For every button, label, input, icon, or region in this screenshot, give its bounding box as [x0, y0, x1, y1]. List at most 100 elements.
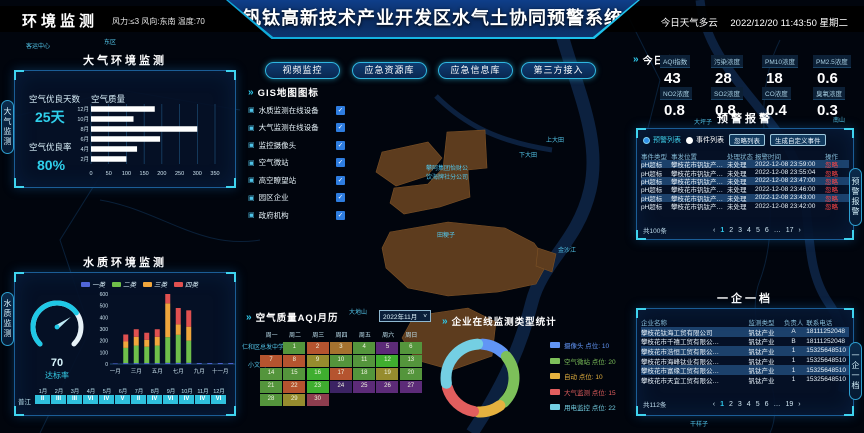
- edge-tab-water-monitoring[interactable]: 水质监测: [1, 292, 14, 346]
- svg-text:4月: 4月: [80, 146, 89, 153]
- calendar-day[interactable]: 8: [283, 354, 306, 367]
- page-button[interactable]: 2: [728, 400, 733, 408]
- ignore-action-link[interactable]: 忽略: [825, 162, 838, 170]
- event-list-radio[interactable]: 事件列表: [686, 135, 724, 145]
- gis-layer-item[interactable]: ▣ 水质监测在线设备 ✓: [248, 104, 390, 117]
- emergency-resource-button[interactable]: 应急资源库: [352, 62, 427, 79]
- ignore-action-link[interactable]: 忽略: [825, 195, 838, 203]
- calendar-day[interactable]: 24: [329, 380, 352, 393]
- third-party-access-button[interactable]: 第三方接入: [521, 62, 596, 79]
- emergency-info-button[interactable]: 应急信息库: [438, 62, 513, 79]
- table-row[interactable]: pH超标 攀枝花市钒钛产… 未处理 2022-12-08 23:47:00 忽略: [641, 176, 849, 186]
- calendar-day[interactable]: 22: [283, 380, 306, 393]
- ignore-action-link[interactable]: 忽略: [825, 204, 838, 212]
- calendar-day[interactable]: 16: [306, 367, 329, 380]
- calendar-day[interactable]: 23: [306, 380, 329, 393]
- page-button[interactable]: 17: [785, 226, 794, 234]
- prev-page-button[interactable]: ‹: [712, 400, 716, 408]
- table-row[interactable]: pH超标 攀枝花市钒钛产… 未处理 2022-12-08 23:59:00 忽略: [641, 160, 849, 170]
- edge-tab-alarm[interactable]: 预警报警: [849, 168, 862, 226]
- ignore-action-link[interactable]: 忽略: [825, 178, 838, 186]
- table-row[interactable]: 攀枝花市海峰钛业有限公… 钒钛产业 1 15325648510: [641, 356, 849, 366]
- page-button[interactable]: 19: [785, 400, 794, 408]
- gis-layer-item[interactable]: ▣ 空气微站 ✓: [248, 156, 390, 169]
- svg-text:250: 250: [175, 171, 184, 177]
- calendar-day[interactable]: 27: [399, 380, 422, 393]
- calendar-month-select[interactable]: 2022年11月 ˅: [379, 310, 431, 322]
- layer-checkbox[interactable]: ✓: [336, 175, 345, 185]
- calendar-day[interactable]: 15: [283, 367, 306, 380]
- create-custom-event-button[interactable]: 生成自定义事件: [770, 134, 826, 146]
- page-button[interactable]: 1: [720, 226, 725, 234]
- ignore-action-link[interactable]: 忽略: [825, 187, 838, 195]
- metric-label: CO浓度: [762, 87, 791, 100]
- edge-tab-enterprise[interactable]: 一企一档: [849, 342, 862, 400]
- calendar-day[interactable]: 20: [399, 367, 422, 380]
- table-row[interactable]: pH超标 攀枝花市钒钛产… 未处理 2022-12-08 23:46:00 忽略: [641, 185, 849, 195]
- table-row[interactable]: pH超标 攀枝花市钒钛产… 未处理 2022-12-08 23:42:00 忽略: [641, 202, 849, 212]
- calendar-day[interactable]: 25: [353, 380, 376, 393]
- gis-layer-item[interactable]: ▣ 监控摄像头 ✓: [248, 139, 390, 152]
- calendar-day[interactable]: 5: [376, 342, 399, 354]
- calendar-day[interactable]: 9: [306, 354, 329, 367]
- page-button[interactable]: 4: [747, 226, 751, 234]
- next-page-button[interactable]: ›: [798, 400, 801, 408]
- calendar-day[interactable]: 3: [329, 342, 352, 354]
- gis-layer-item[interactable]: ▣ 大气监测在线设备 ✓: [248, 121, 390, 134]
- page-button[interactable]: 5: [755, 400, 760, 408]
- main-title-banner: 钒钛高新技术产业开发区水气土协同预警系统: [226, 0, 640, 39]
- next-page-button[interactable]: ›: [798, 226, 801, 234]
- calendar-day[interactable]: 10: [329, 354, 352, 367]
- table-row[interactable]: pH超标 攀枝花市钒钛产… 未处理 2022-12-08 23:55:04 忽略: [641, 168, 849, 178]
- calendar-day[interactable]: 12: [376, 354, 399, 367]
- table-row[interactable]: 攀枝花市富缘工贸有限公… 钒钛产业 1 15325648510: [641, 365, 849, 375]
- calendar-day[interactable]: 28: [260, 393, 282, 406]
- calendar-day[interactable]: 13: [399, 354, 422, 367]
- page-button[interactable]: 3: [738, 226, 743, 234]
- calendar-day[interactable]: 7: [260, 354, 282, 367]
- calendar-day[interactable]: 6: [399, 342, 422, 354]
- calendar-day[interactable]: 18: [353, 367, 376, 380]
- ignore-action-link[interactable]: 忽略: [825, 170, 838, 178]
- page-button[interactable]: 6: [764, 226, 769, 234]
- ignore-list-button[interactable]: 忽略列表: [729, 134, 765, 146]
- page-button[interactable]: 5: [755, 226, 760, 234]
- calendar-day[interactable]: 11: [353, 354, 376, 367]
- svg-text:400: 400: [100, 315, 109, 321]
- calendar-day[interactable]: 30: [306, 393, 329, 406]
- calendar-day[interactable]: 17: [329, 367, 352, 380]
- calendar-day[interactable]: 1: [283, 342, 306, 354]
- video-monitor-button[interactable]: 视频监控: [265, 62, 340, 79]
- layer-checkbox[interactable]: ✓: [336, 105, 345, 115]
- calendar-day[interactable]: 21: [260, 380, 282, 393]
- svg-text:下大田: 下大田: [519, 151, 537, 159]
- layer-checkbox[interactable]: ✓: [336, 210, 345, 220]
- table-row[interactable]: 攀枝花市千禧工贸有限公… 钒钛产业 B 18111252048: [641, 337, 849, 347]
- gis-layer-item[interactable]: ▣ 政府机构 ✓: [248, 209, 390, 222]
- layer-checkbox[interactable]: ✓: [336, 193, 345, 202]
- table-row[interactable]: pH超标 攀枝花市钒钛产… 未处理 2022-12-08 23:43:00 忽略: [641, 193, 849, 203]
- calendar-day[interactable]: 19: [376, 367, 399, 380]
- page-button[interactable]: 4: [746, 400, 751, 408]
- table-row[interactable]: 攀枝花市浩恒工贸有限公… 钒钛产业 1 15325648510: [641, 346, 849, 356]
- page-button[interactable]: 2: [729, 226, 734, 234]
- warning-list-radio[interactable]: 预警列表: [643, 135, 681, 145]
- calendar-day[interactable]: 26: [376, 380, 399, 393]
- page-button[interactable]: 6: [764, 400, 769, 408]
- prev-page-button[interactable]: ‹: [712, 226, 716, 234]
- table-row[interactable]: 攀枝花市天宜工贸有限公… 钒钛产业 1 15325648510: [641, 375, 849, 385]
- layer-checkbox[interactable]: ✓: [336, 158, 345, 167]
- calendar-day[interactable]: 4: [353, 342, 376, 354]
- layer-checkbox[interactable]: ✓: [336, 123, 345, 132]
- page-button[interactable]: 1: [720, 400, 724, 408]
- air-metric: NO2浓度 0.8: [660, 83, 711, 119]
- gis-layer-item[interactable]: ▣ 园区企业 ✓: [248, 191, 390, 204]
- layer-checkbox[interactable]: ✓: [336, 140, 345, 150]
- gis-layer-item[interactable]: ▣ 高空瞭望站 ✓: [248, 174, 390, 187]
- calendar-day[interactable]: 2: [306, 342, 329, 354]
- calendar-day[interactable]: 29: [283, 393, 306, 406]
- calendar-day[interactable]: 14: [260, 367, 282, 380]
- table-row[interactable]: 攀枝花钛海工贸有限公司 钒钛产业 A 18111252048: [641, 327, 849, 337]
- page-button[interactable]: 3: [737, 400, 742, 408]
- edge-tab-air-monitoring[interactable]: 大气监测: [1, 100, 14, 154]
